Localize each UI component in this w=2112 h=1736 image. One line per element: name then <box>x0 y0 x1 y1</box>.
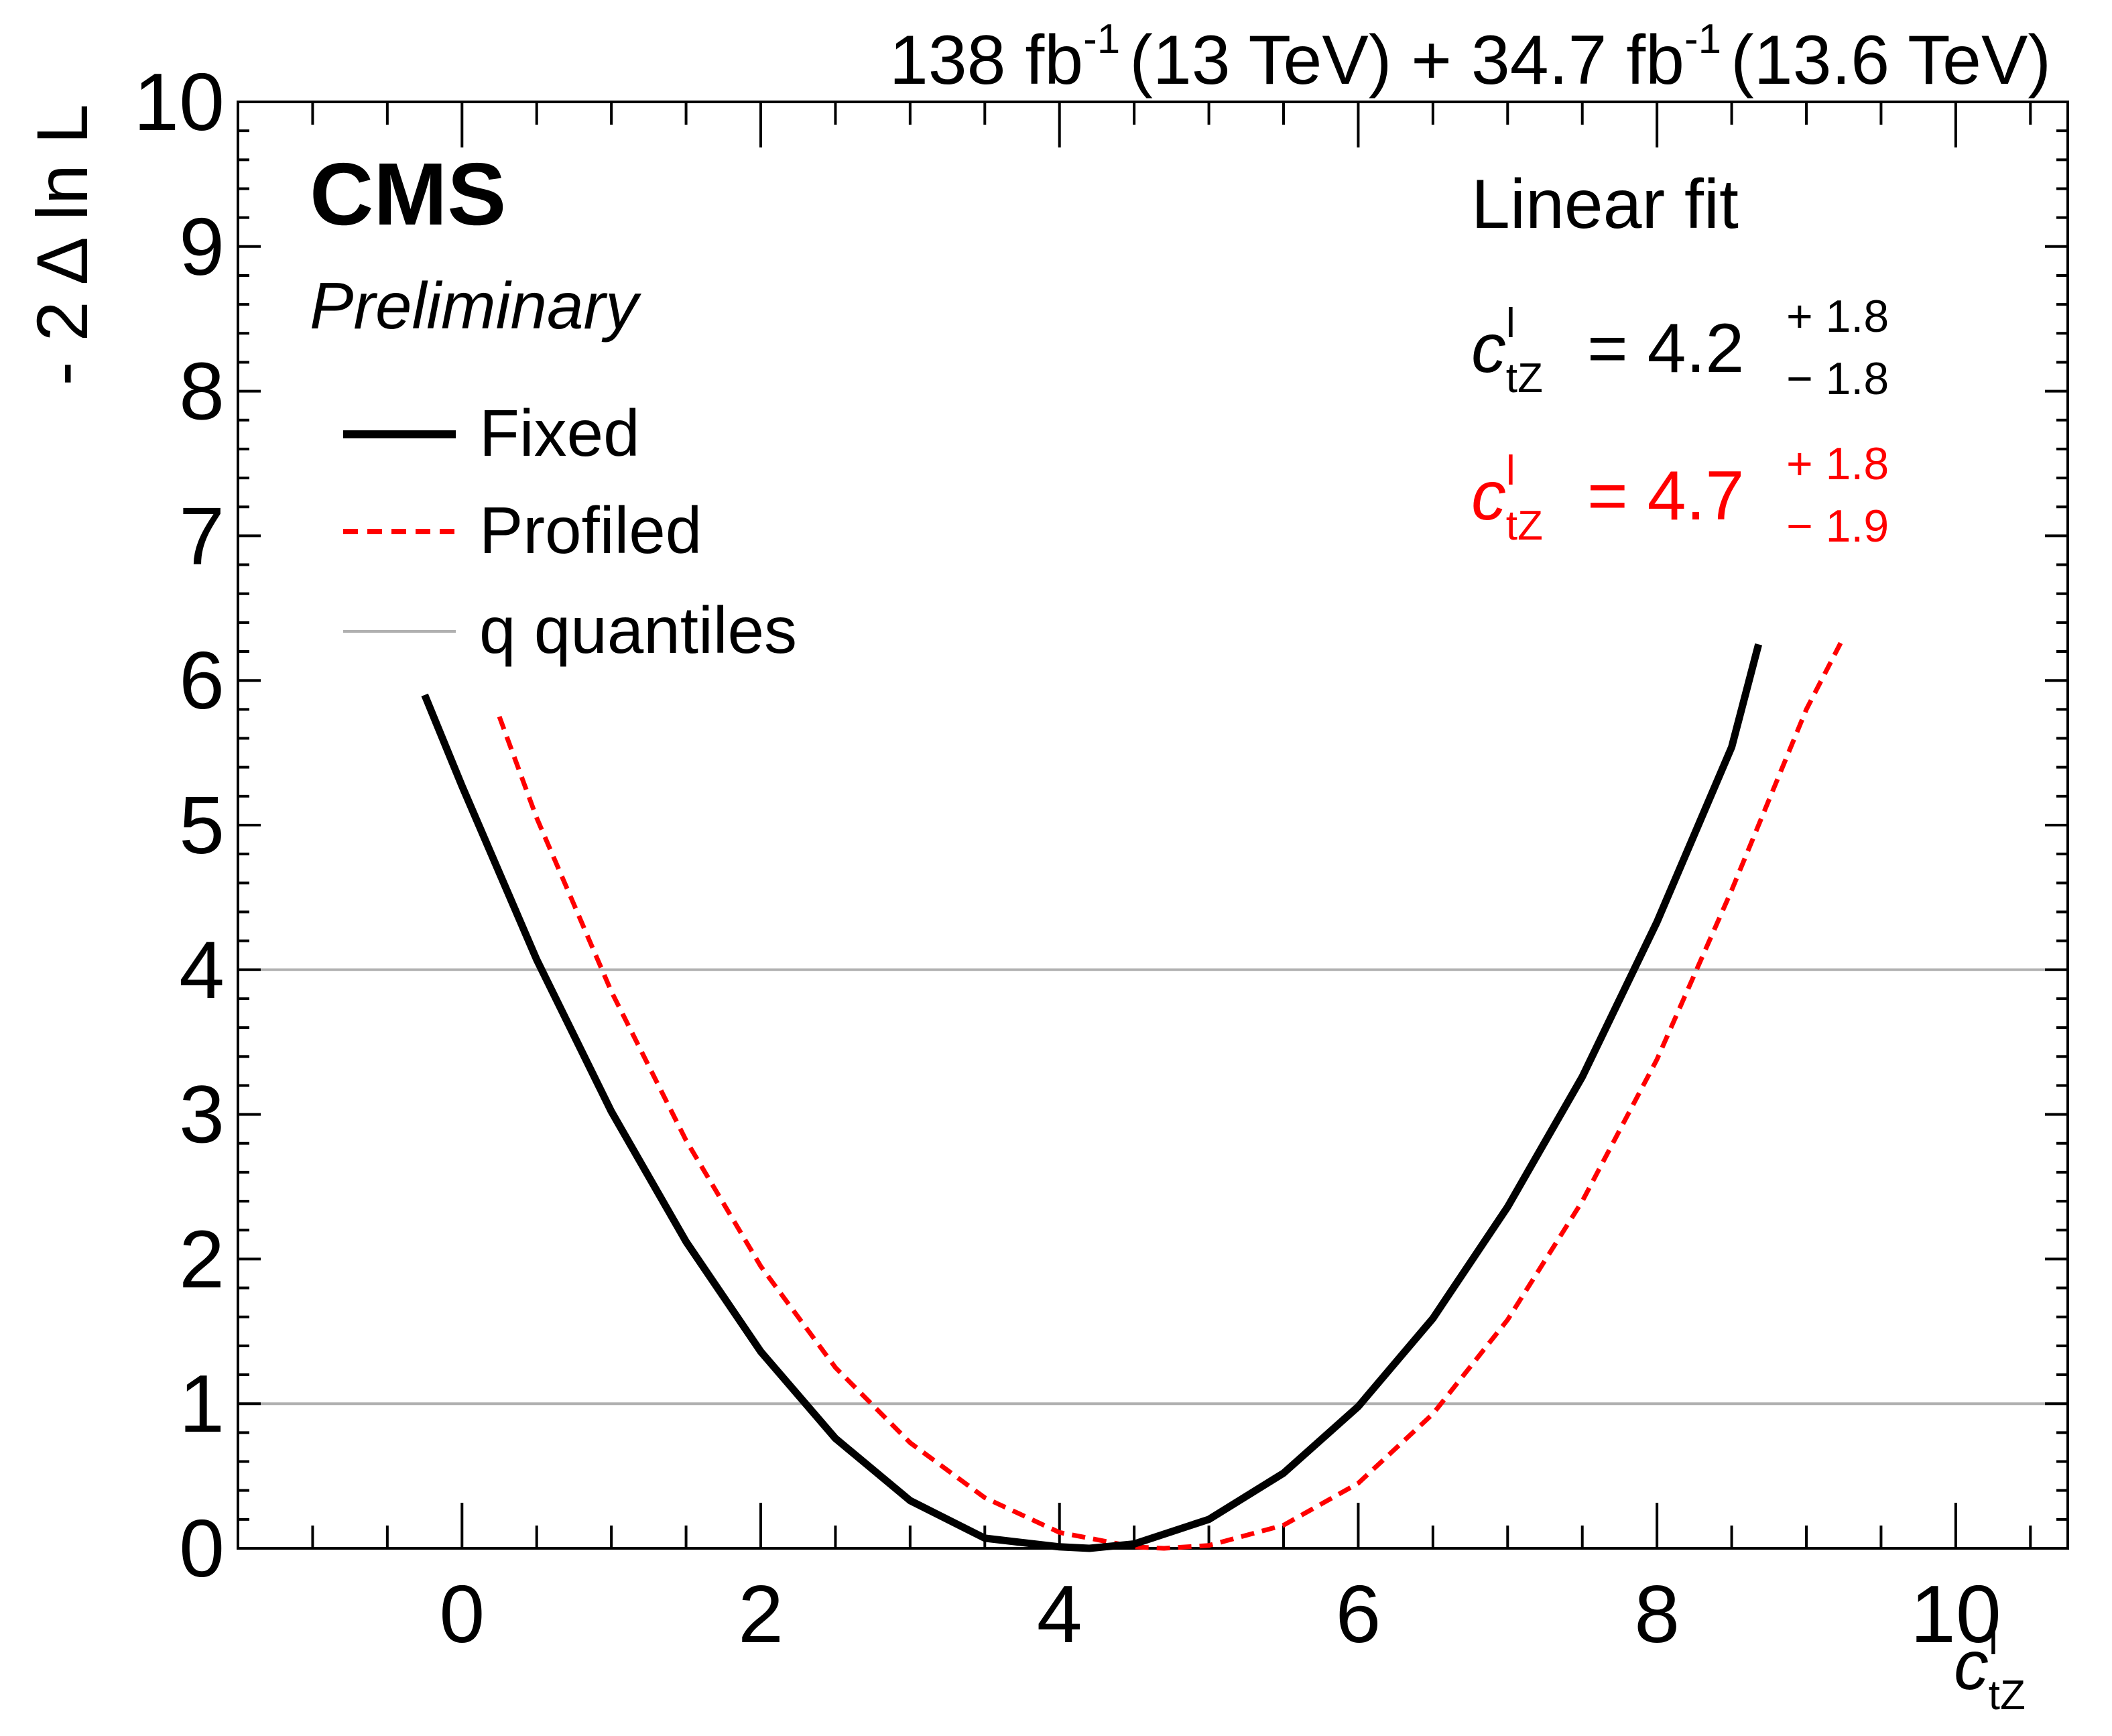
fixed-symbol-sub: tZ <box>1506 355 1543 401</box>
x-axis-title: cl tZ <box>1954 1617 2026 1719</box>
fixed-symbol-c: c <box>1471 310 1506 387</box>
fit-result-fixed: cl tZ = 4.2 + 1.8 − 1.8 <box>1471 291 1889 404</box>
series-profiled-line <box>497 635 1846 1551</box>
x-tick-label: 10 <box>1910 1568 2001 1660</box>
y-tick-label: 8 <box>179 346 225 437</box>
energy-1: (13 TeV) + 34.7 fb <box>1129 21 1684 99</box>
legend-label-quantiles: q quantiles <box>479 593 797 667</box>
profiled-value: = 4.7 <box>1587 457 1744 535</box>
legend-label-profiled: Profiled <box>479 493 702 567</box>
x-tick-label: 2 <box>738 1568 784 1660</box>
fixed-error-down: − 1.8 <box>1786 353 1889 404</box>
profiled-symbol-sub: tZ <box>1506 503 1543 549</box>
fit-result-profiled: cl tZ = 4.7 + 1.8 − 1.9 <box>1471 438 1889 552</box>
lumi-1-exponent: -1 <box>1083 16 1120 62</box>
y-tick-label: 4 <box>179 924 225 1015</box>
y-tick-label: 3 <box>179 1069 225 1160</box>
x-tick-label: 8 <box>1634 1568 1680 1660</box>
series-fixed-line <box>421 643 1763 1552</box>
x-tick-label: 4 <box>1037 1568 1082 1660</box>
status-label: Preliminary <box>310 269 641 343</box>
x-axis-symbol-sub: tZ <box>1989 1672 2026 1719</box>
y-tick-label: 7 <box>179 490 225 581</box>
legend-label-fixed: Fixed <box>479 396 640 470</box>
lumi-2-exponent: -1 <box>1684 16 1721 62</box>
x-axis-symbol-sup: l <box>1989 1617 1998 1664</box>
profiled-symbol-sup: l <box>1506 448 1515 494</box>
x-tick-label: 6 <box>1335 1568 1381 1660</box>
fixed-symbol-sup: l <box>1506 300 1515 347</box>
x-axis-symbol-c: c <box>1954 1627 1989 1704</box>
fixed-error-up: + 1.8 <box>1786 291 1889 342</box>
y-tick-label: 1 <box>179 1358 225 1449</box>
fit-type-label: Linear fit <box>1471 166 1739 243</box>
y-tick-label: 10 <box>133 56 225 147</box>
y-tick-label: 2 <box>179 1213 225 1304</box>
y-axis-title: - 2 Δ ln L <box>21 104 103 385</box>
x-tick-label: 0 <box>439 1568 485 1660</box>
y-tick-label: 5 <box>179 780 225 871</box>
profiled-symbol: cl tZ <box>1471 448 1543 549</box>
fixed-value: = 4.2 <box>1587 310 1744 387</box>
legend: Fixed Profiled q quantiles <box>343 396 797 667</box>
plot-area: 0 1 2 3 4 5 6 7 8 9 10 0 2 4 6 8 10 <box>133 56 2069 1660</box>
luminosity-label: 138 fb-1 (13 TeV) + 34.7 fb-1 (13.6 TeV) <box>889 16 2051 99</box>
profiled-error-up: + 1.8 <box>1786 438 1889 489</box>
y-tick-label: 6 <box>179 635 225 726</box>
profiled-symbol-c: c <box>1471 457 1506 535</box>
lumi-1: 138 fb <box>889 21 1083 99</box>
fixed-symbol: cl tZ <box>1471 300 1543 401</box>
experiment-label: CMS <box>310 145 506 243</box>
y-tick-label: 9 <box>179 201 225 292</box>
profiled-error-down: − 1.9 <box>1786 501 1889 552</box>
energy-2: (13.6 TeV) <box>1731 21 2051 99</box>
y-tick-label: 0 <box>179 1503 225 1594</box>
